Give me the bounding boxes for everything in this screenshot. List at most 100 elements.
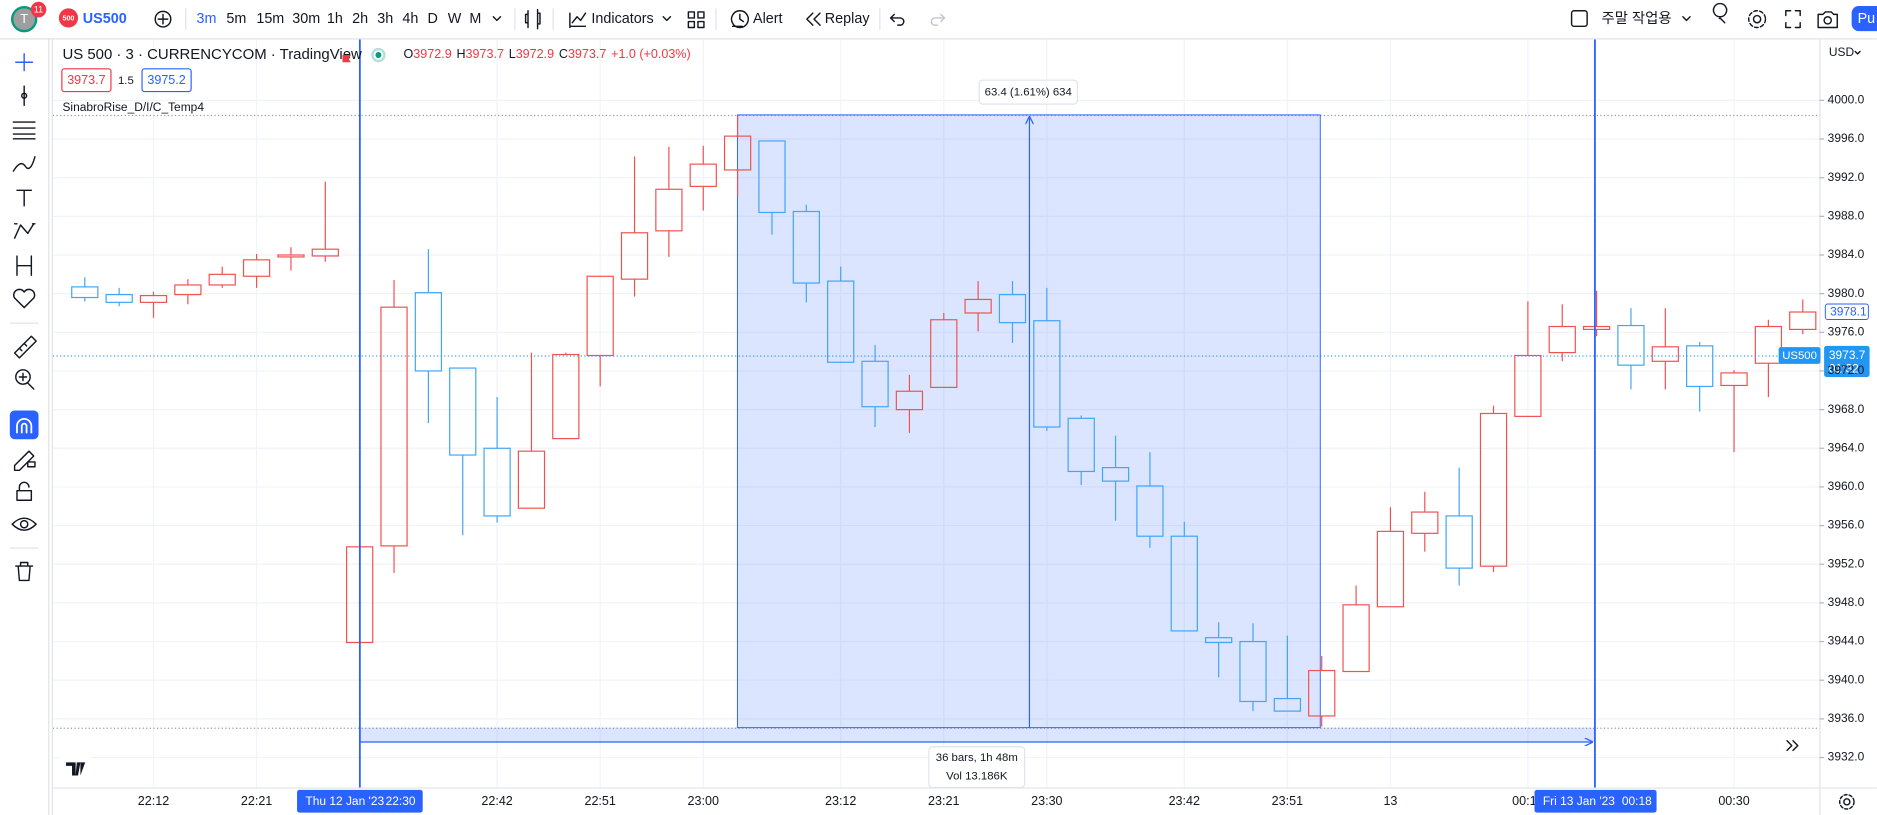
interval-button[interactable]: 2h: [352, 11, 368, 27]
interval-button[interactable]: W: [448, 11, 462, 27]
y-tick-label: 3936.0: [1828, 711, 1865, 725]
indicator-name[interactable]: SinabroRise_D/I/C_Temp4: [62, 100, 204, 114]
axis-settings-gear: [1838, 793, 1855, 810]
x-tick-label: 00:30: [1718, 794, 1749, 808]
ohlc-value: 3972.9: [413, 47, 451, 61]
candle-body: [1101, 467, 1130, 482]
magnet-tool[interactable]: [9, 410, 39, 440]
candle-body: [414, 292, 443, 372]
y-tick-label: 3976.0: [1828, 324, 1865, 338]
interval-button[interactable]: M: [469, 11, 481, 27]
candle-body: [1445, 515, 1473, 569]
undo-button[interactable]: [889, 13, 905, 26]
candle-body: [380, 306, 408, 547]
ask-box[interactable]: [141, 68, 192, 93]
alert-icon[interactable]: [730, 10, 749, 29]
interval-button[interactable]: 1h: [327, 11, 343, 27]
currency-dropdown[interactable]: [1854, 50, 1861, 55]
ohlc-value: 3973.7: [568, 47, 606, 61]
grid: [52, 39, 1820, 788]
ruler-tool[interactable]: [13, 335, 37, 359]
publish-button[interactable]: [1851, 5, 1877, 32]
delete-tool[interactable]: [15, 561, 34, 582]
x-tick-label: 23:00: [688, 794, 719, 808]
alert-button[interactable]: Alert: [753, 11, 783, 27]
x-tick-label: 22:51: [584, 794, 615, 808]
date-range-box[interactable]: [359, 727, 1595, 742]
workspace-name[interactable]: 주말 작업용: [1602, 10, 1672, 27]
interval-button[interactable]: 4h: [402, 11, 418, 27]
interval-button[interactable]: 5m: [226, 11, 246, 27]
legend: US 500 · 3 · CURRENCYCOM · TradingView O…: [61, 46, 691, 114]
candle-body: [1204, 637, 1233, 644]
interval-dropdown[interactable]: [492, 16, 502, 22]
lock-tool[interactable]: [16, 481, 33, 501]
high-badge-box: [1824, 303, 1869, 321]
candle-body: [1720, 372, 1748, 387]
interval-button[interactable]: 3m: [197, 11, 217, 27]
replay-button[interactable]: Replay: [825, 11, 871, 27]
replay-icon[interactable]: [806, 12, 821, 26]
candle-body: [1273, 697, 1302, 712]
candles: [71, 114, 1817, 727]
interval-button[interactable]: D: [427, 11, 437, 27]
settings-button[interactable]: [1752, 14, 1762, 24]
tv-logo-box[interactable]: [60, 753, 92, 784]
workspace-checkbox[interactable]: [1570, 10, 1588, 28]
brush-tool[interactable]: [12, 156, 36, 172]
indicators-button[interactable]: Indicators: [591, 11, 653, 27]
interval-button[interactable]: 15m: [256, 11, 284, 27]
ohlc-key: L: [509, 47, 516, 61]
ohlc-key: C: [559, 47, 568, 61]
visibility-tool[interactable]: [11, 517, 37, 531]
candle-body: [827, 280, 855, 363]
axis-settings[interactable]: [1843, 798, 1851, 806]
last-price: 3973.7: [1829, 348, 1866, 362]
x-tick-label: 23:51: [1272, 794, 1303, 808]
candle-body: [861, 360, 889, 408]
redo-button[interactable]: [930, 13, 946, 26]
avatar[interactable]: [11, 5, 38, 33]
fib-tool[interactable]: [12, 121, 36, 140]
price-axis-extras: USD 3978.1 US500 3973.7 01:32: [1778, 45, 1870, 377]
candle-body: [517, 450, 546, 509]
candle-body: [655, 188, 683, 232]
bar-countdown: 01:32: [1829, 361, 1859, 375]
icon-tool[interactable]: [13, 288, 36, 309]
candle-body: [1686, 345, 1714, 388]
crosshair-tool[interactable]: [15, 53, 34, 72]
start-time-box: [297, 789, 423, 813]
y-tick-label: 3948.0: [1828, 595, 1865, 609]
candle-body: [139, 294, 168, 303]
workspace-dropdown[interactable]: [1682, 16, 1691, 22]
interval-button[interactable]: 3h: [377, 11, 393, 27]
prediction-tool[interactable]: [16, 255, 33, 276]
pattern-tool[interactable]: [13, 223, 36, 239]
layout-button[interactable]: [687, 11, 705, 29]
currency[interactable]: USD: [1829, 45, 1855, 59]
compare-button[interactable]: [154, 10, 172, 28]
bid-box[interactable]: [61, 68, 112, 93]
text-tool[interactable]: [16, 189, 33, 207]
x-tick-label: 22:42: [481, 794, 512, 808]
snapshot-button[interactable]: [1817, 11, 1838, 29]
y-tick-label: 3992.0: [1828, 170, 1865, 184]
indicators-dropdown[interactable]: [662, 16, 672, 22]
fullscreen-button[interactable]: [1785, 10, 1801, 29]
candle-body: [1789, 311, 1817, 331]
interval-button[interactable]: 30m: [292, 11, 320, 27]
lock-drawing-tool[interactable]: [13, 450, 36, 472]
chart-type-button[interactable]: [524, 8, 541, 30]
avatar-letter: T: [20, 11, 28, 26]
start-time: 22:30: [386, 794, 416, 808]
x-tick-label: 13: [1383, 794, 1397, 808]
market-status-dot: [375, 52, 382, 59]
search-button[interactable]: [1712, 2, 1728, 24]
candle-body: [1479, 412, 1508, 567]
indicators-icon[interactable]: [569, 12, 587, 29]
zoom-tool[interactable]: [15, 369, 31, 385]
candle-body: [1548, 325, 1576, 354]
symbol-name[interactable]: US500: [83, 11, 127, 27]
candle-body: [174, 284, 202, 296]
